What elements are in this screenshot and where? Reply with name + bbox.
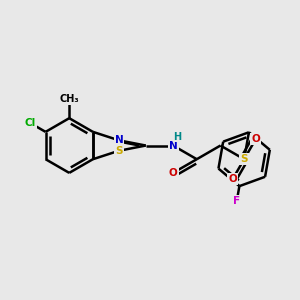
Text: N: N: [169, 140, 178, 151]
Text: S: S: [240, 154, 248, 164]
Text: H: H: [173, 132, 181, 142]
Text: O: O: [228, 174, 237, 184]
Text: CH₃: CH₃: [59, 94, 79, 104]
Text: O: O: [169, 168, 178, 178]
Text: O: O: [251, 134, 260, 144]
Text: F: F: [233, 196, 240, 206]
Text: Cl: Cl: [25, 118, 36, 128]
Text: S: S: [115, 146, 123, 156]
Text: N: N: [115, 135, 123, 145]
